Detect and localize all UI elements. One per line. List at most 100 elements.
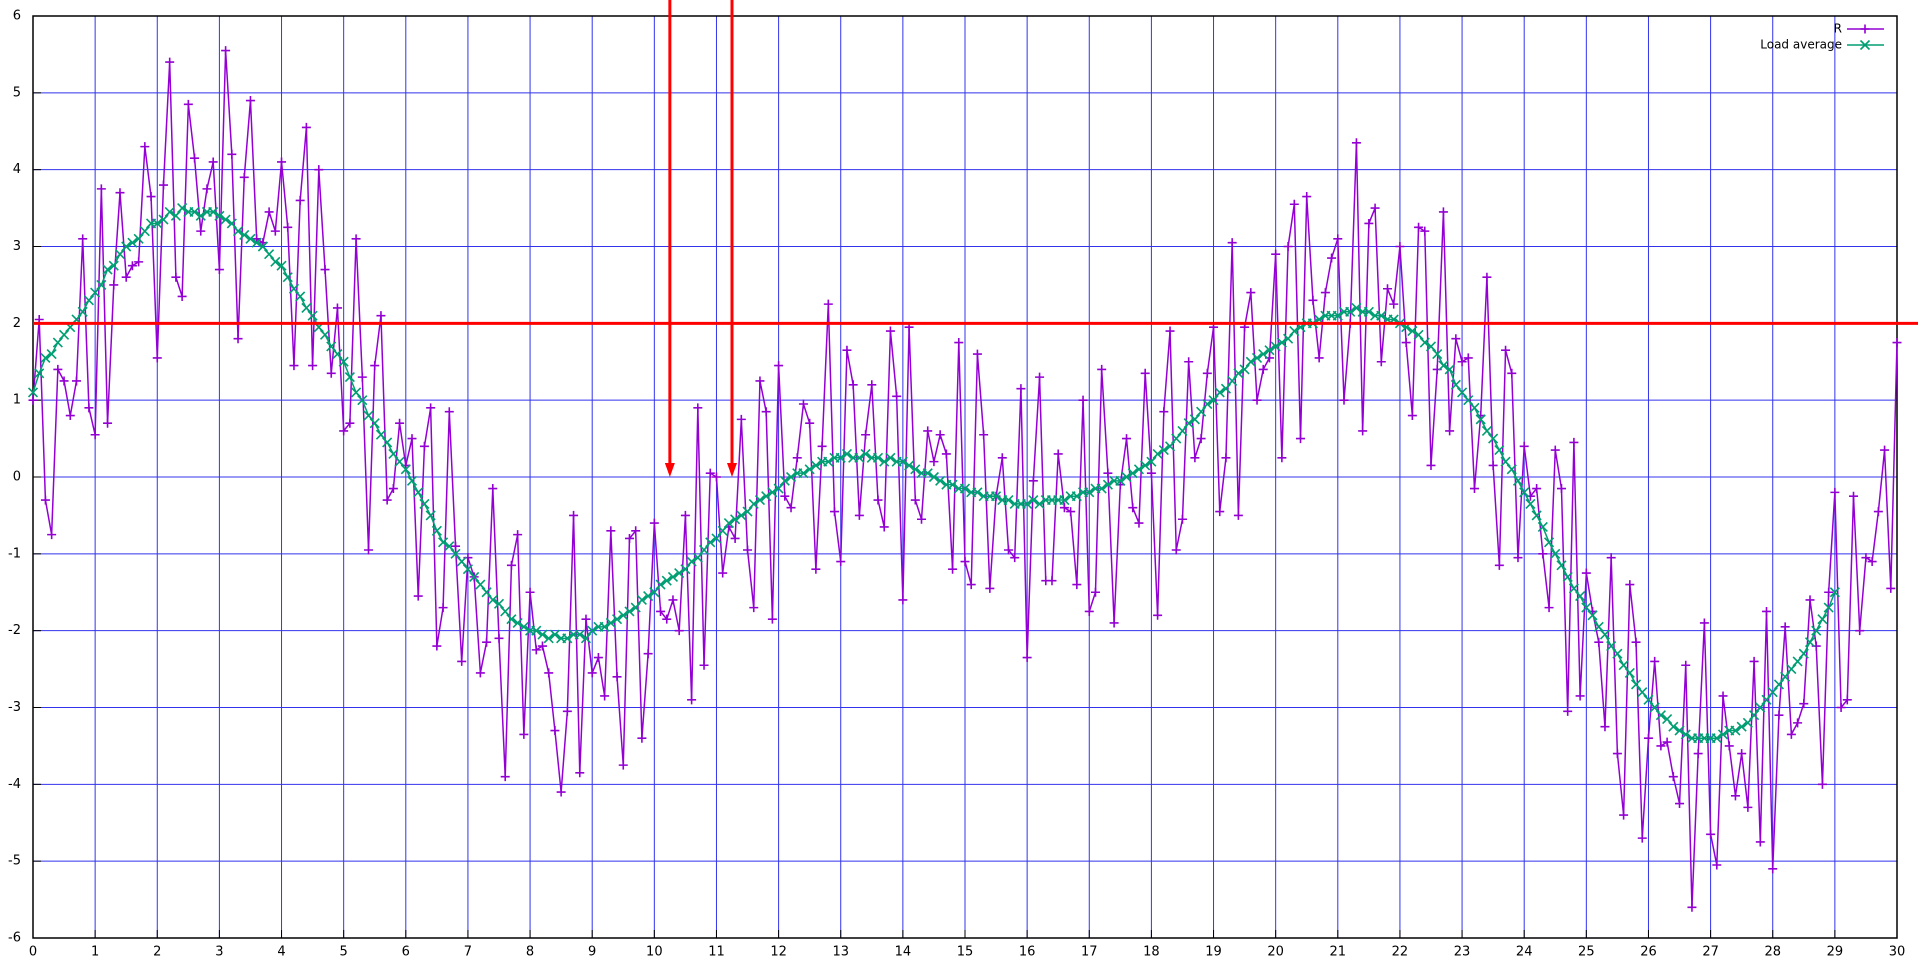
y-tick-label: -6 (8, 931, 21, 946)
marker (1395, 242, 1405, 251)
marker (692, 552, 703, 563)
legend-label: Load average (1760, 38, 1842, 52)
marker (59, 329, 70, 340)
marker (898, 595, 908, 605)
marker (152, 353, 162, 363)
marker (1562, 571, 1573, 582)
marker (1407, 325, 1418, 337)
marker (1880, 445, 1890, 455)
marker (326, 368, 336, 378)
marker (1774, 710, 1784, 720)
marker (351, 387, 362, 398)
marker (1581, 568, 1591, 578)
y-tick-label: -3 (8, 700, 21, 715)
marker (841, 448, 853, 460)
marker (1184, 357, 1194, 367)
marker (668, 595, 678, 605)
marker (624, 533, 634, 543)
x-tick-label: 16 (1019, 945, 1036, 960)
marker (1370, 203, 1380, 213)
marker (133, 233, 144, 244)
marker (1028, 476, 1038, 486)
marker (1482, 272, 1492, 282)
marker (1122, 434, 1132, 444)
marker (723, 518, 734, 529)
marker (1035, 372, 1045, 382)
marker (1643, 733, 1653, 743)
marker (432, 641, 442, 651)
marker (1842, 695, 1852, 705)
marker (270, 226, 280, 236)
marker (1438, 360, 1449, 371)
marker (288, 283, 300, 294)
marker (699, 660, 709, 670)
marker (376, 311, 386, 321)
marker (1296, 434, 1306, 444)
marker (624, 606, 635, 617)
marker (1010, 553, 1020, 563)
marker (1215, 507, 1225, 517)
marker (1619, 810, 1629, 820)
marker (314, 165, 324, 175)
marker (1134, 518, 1144, 528)
marker (96, 279, 107, 290)
marker (519, 729, 529, 739)
marker (1494, 560, 1504, 570)
x-tick-label: 24 (1516, 945, 1533, 960)
x-tick-label: 30 (1889, 945, 1906, 960)
marker (370, 361, 380, 371)
marker (656, 606, 666, 616)
marker (637, 733, 647, 743)
legend-label: R (1834, 22, 1842, 36)
marker (1233, 510, 1243, 520)
marker (1407, 411, 1417, 421)
marker (152, 218, 163, 229)
marker (562, 706, 572, 716)
marker (1177, 514, 1187, 524)
marker (1637, 687, 1648, 698)
marker (1251, 352, 1263, 363)
marker (34, 368, 45, 379)
marker (600, 691, 610, 701)
marker (357, 395, 368, 406)
marker (146, 192, 156, 202)
marker (208, 157, 218, 167)
marker (1892, 338, 1902, 348)
marker (1637, 833, 1647, 843)
x-tick-label: 11 (708, 945, 725, 960)
marker (84, 403, 94, 413)
marker (270, 256, 281, 267)
marker (1383, 284, 1393, 294)
marker (1115, 475, 1126, 486)
marker (1414, 222, 1424, 232)
marker (102, 264, 113, 275)
marker (1662, 713, 1673, 725)
x-tick-label: 10 (646, 945, 663, 960)
marker (1817, 614, 1828, 625)
marker (1128, 503, 1138, 513)
marker (1425, 341, 1437, 352)
marker (1252, 395, 1262, 405)
marker (755, 376, 765, 386)
marker (1538, 549, 1548, 559)
marker (1749, 656, 1759, 666)
marker (1034, 498, 1045, 509)
marker (885, 452, 896, 463)
marker (1556, 484, 1566, 494)
x-tick-label: 0 (29, 945, 37, 960)
marker (1152, 448, 1163, 460)
marker (1836, 703, 1846, 712)
marker (214, 265, 224, 275)
marker (1426, 460, 1436, 470)
marker (687, 695, 697, 705)
marker (170, 210, 181, 221)
marker (1699, 618, 1709, 628)
marker (53, 364, 63, 374)
marker (1220, 383, 1232, 394)
marker (636, 594, 647, 605)
series-line (32, 207, 1836, 739)
marker (419, 441, 429, 451)
marker (1289, 199, 1299, 209)
marker (1724, 741, 1734, 751)
